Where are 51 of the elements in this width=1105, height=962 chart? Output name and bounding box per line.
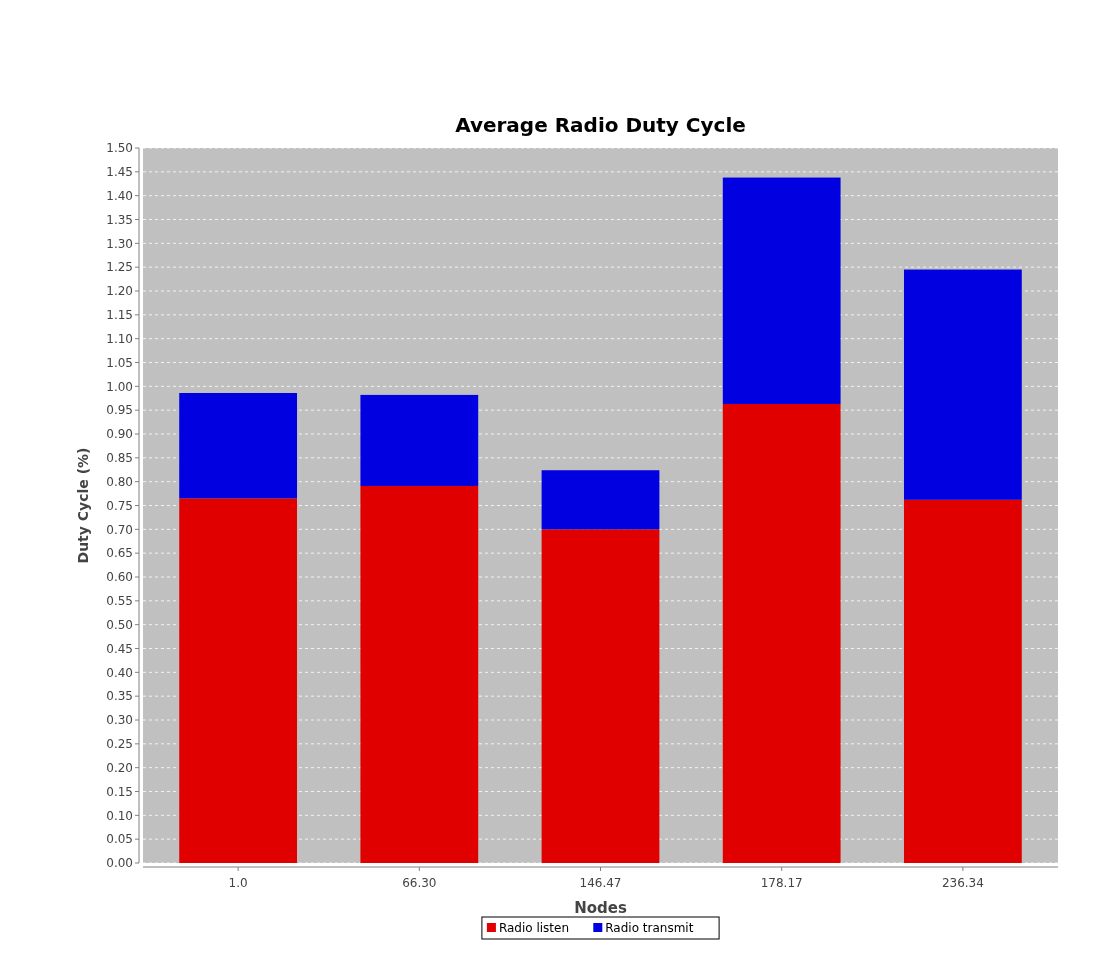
y-tick-label: 0.40 — [106, 665, 133, 680]
chart-title: Average Radio Duty Cycle — [455, 113, 746, 137]
y-tick-label: 1.15 — [106, 308, 133, 323]
y-tick-label: 0.45 — [106, 641, 133, 656]
y-tick-label: 0.65 — [106, 546, 133, 561]
bar — [360, 485, 479, 863]
y-tick-label: 0.60 — [106, 570, 133, 585]
y-tick-label: 1.35 — [106, 212, 133, 227]
y-tick-label: 0.25 — [106, 737, 133, 752]
y-tick-label: 1.05 — [106, 355, 133, 370]
x-tick-label: 66.30 — [402, 876, 437, 890]
y-tick-label: 0.90 — [106, 427, 133, 442]
bar — [722, 177, 841, 404]
bar — [360, 394, 479, 486]
y-tick-label: 1.50 — [106, 141, 133, 156]
y-tick-label: 1.40 — [106, 188, 133, 203]
x-tick-label: 178.17 — [760, 876, 803, 890]
y-tick-label: 0.15 — [106, 784, 133, 799]
bar — [541, 529, 660, 863]
bar — [179, 393, 298, 499]
x-tick-label: 146.47 — [579, 876, 622, 890]
y-tick-label: 1.45 — [106, 165, 133, 180]
bar — [903, 269, 1022, 500]
bar — [541, 470, 660, 530]
y-tick-label: 0.05 — [106, 832, 133, 847]
y-tick-label: 1.20 — [106, 284, 133, 299]
x-tick-label: 236.34 — [941, 876, 984, 890]
y-tick-label: 0.70 — [106, 522, 133, 537]
y-tick-label: 0.20 — [106, 760, 133, 775]
y-axis-title: Duty Cycle (%) — [75, 447, 91, 564]
y-tick-label: 1.30 — [106, 236, 133, 251]
legend-label: Radio transmit — [605, 921, 694, 936]
y-tick-label: 0.10 — [106, 808, 133, 823]
y-tick-label: 0.75 — [106, 498, 133, 513]
y-tick-label: 0.95 — [106, 403, 133, 418]
bar — [722, 403, 841, 863]
y-tick-label: 0.50 — [106, 617, 133, 632]
y-tick-label: 0.80 — [106, 474, 133, 489]
y-tick-label: 1.00 — [106, 379, 133, 394]
x-tick-label: 1.0 — [228, 876, 248, 890]
bar — [903, 499, 1022, 863]
y-tick-label: 0.30 — [106, 713, 133, 728]
y-tick-label: 0.55 — [106, 594, 133, 609]
y-tick-label: 1.25 — [106, 260, 133, 275]
y-tick-label: 1.10 — [106, 331, 133, 346]
bar — [179, 498, 298, 863]
legend-label: Radio listen — [498, 921, 570, 936]
x-axis-title: Nodes — [574, 899, 627, 917]
y-tick-label: 0.85 — [106, 451, 133, 466]
y-tick-label: 0.35 — [106, 689, 133, 704]
y-tick-label: 0.00 — [106, 856, 133, 871]
